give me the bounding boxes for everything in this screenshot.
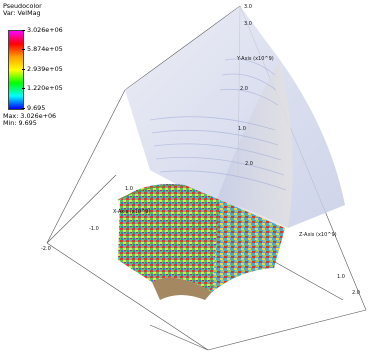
colorbar-tick (22, 108, 25, 109)
x-tick-label: -2.0 (41, 246, 51, 252)
x-tick-label: 1.0 (337, 274, 345, 280)
y-tick-label: 3.0 (244, 4, 252, 10)
colorbar-tick (22, 88, 25, 89)
colorbar-tick (22, 69, 25, 70)
y-axis-title: Y-Axis (x10^9) (236, 56, 274, 62)
legend-max: Max: 3.026e+06 (3, 112, 57, 120)
z-tick-label: 3.0 (244, 21, 252, 27)
x-axis-title: X-Axis (x10^9) (113, 209, 150, 215)
velocity-shell-translucent (125, 6, 345, 228)
colorbar (8, 30, 24, 110)
velocity-wedge-colored (117, 184, 285, 300)
colorbar-tick-label: 5.874e+05 (27, 45, 63, 53)
z-axis-title: Z-Axis (x10^9) (299, 232, 337, 238)
y-tick-label: 2.0 (240, 86, 248, 92)
y-tick-label: 1.0 (238, 126, 246, 132)
colorbar-tick (22, 30, 25, 31)
colorbar-tick (22, 49, 25, 50)
legend-min: Min: 9.695 (3, 119, 37, 127)
legend-variable: Var: VelMag (3, 9, 41, 17)
x-tick-label: -1.0 (89, 226, 99, 232)
colorbar-tick-label: 2.939e+05 (27, 65, 63, 73)
x-tick-label: 2.0 (352, 290, 360, 296)
z-tick-label: 1.0 (125, 186, 133, 192)
colorbar-tick-label: 3.026e+06 (27, 26, 63, 34)
legend-plot-type: Pseudocolor (3, 2, 42, 10)
z-tick-label: 2.0 (245, 161, 253, 167)
colorbar-tick-label: 1.220e+05 (27, 84, 63, 92)
colorbar-tick-label: 9.695 (27, 104, 46, 112)
